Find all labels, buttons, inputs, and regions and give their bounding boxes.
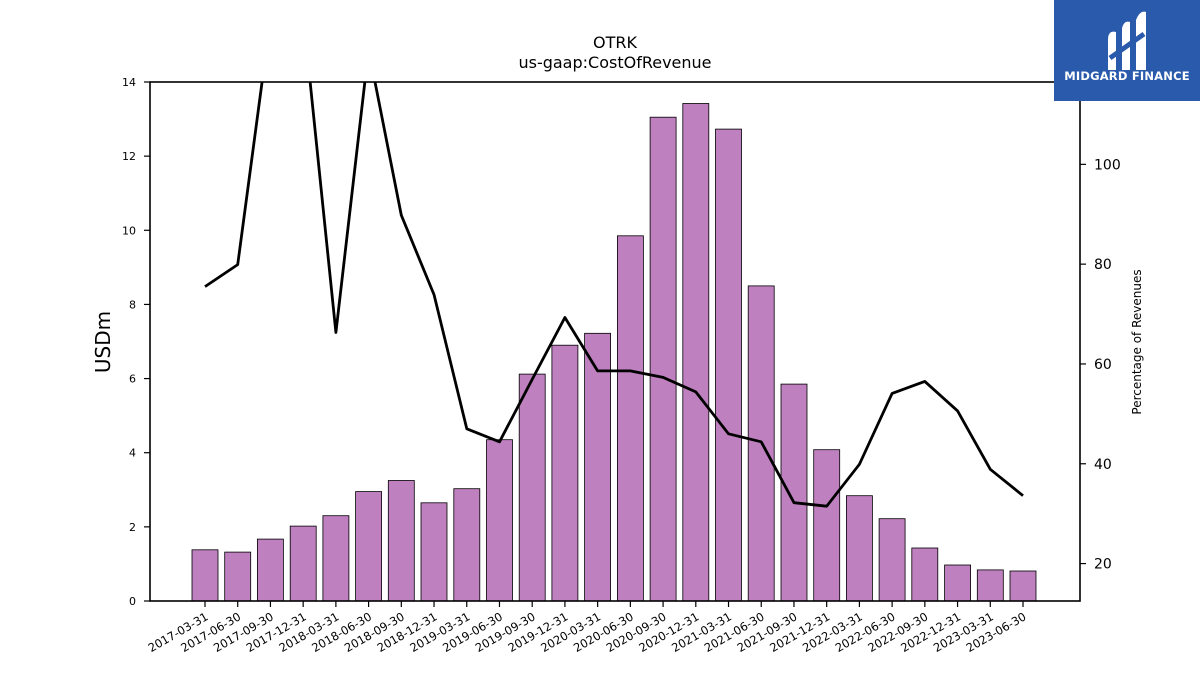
bar [1009, 570, 1037, 602]
bar [813, 449, 841, 602]
chart-title: OTRK [593, 33, 637, 52]
y-axis-right: 20 40 60 80 100 [1080, 157, 1121, 573]
bar [355, 491, 383, 602]
y2-tick-label: 60 [1094, 357, 1112, 373]
y-tick-label: 14 [122, 76, 136, 89]
brand-logo: MIDGARD FINANCE [1054, 0, 1200, 101]
bar [617, 235, 644, 602]
y-tick-label: 4 [129, 447, 136, 460]
bar [289, 525, 317, 602]
y-tick-label: 2 [129, 521, 136, 534]
bar [584, 332, 611, 602]
bar [420, 502, 448, 602]
x-axis: 2017-03-312017-06-302017-09-302017-12-31… [146, 601, 1029, 655]
bar [715, 128, 742, 602]
y2-tick-label: 20 [1094, 557, 1112, 573]
y-tick-label: 12 [122, 150, 136, 163]
y-tick-label: 8 [129, 298, 136, 311]
bar [780, 383, 808, 602]
bar [878, 518, 906, 602]
bar [322, 515, 350, 602]
y-axis-left: 0 2 4 6 8 10 12 14 [122, 76, 150, 608]
bar-series [191, 103, 1037, 602]
logo-text: MIDGARD FINANCE [1064, 69, 1190, 83]
logo-mark-icon [1108, 11, 1146, 71]
bar [846, 495, 873, 602]
y2-tick-label: 100 [1094, 157, 1121, 173]
y-tick-label: 10 [122, 224, 136, 237]
y2-tick-label: 40 [1094, 457, 1112, 473]
bar [387, 480, 415, 602]
bar [453, 488, 481, 602]
y-tick-label: 0 [129, 595, 136, 608]
y2-axis-label: Percentage of Revenues [1130, 269, 1144, 414]
bar [191, 549, 219, 602]
bar [976, 569, 1004, 602]
y2-tick-label: 80 [1094, 257, 1112, 273]
bar [486, 439, 513, 602]
percentage-line [204, 82, 1024, 508]
bar [518, 373, 546, 602]
bar [649, 116, 677, 602]
bar [911, 547, 939, 602]
bar [256, 538, 284, 602]
y-axis-label: USDm [91, 311, 115, 373]
line-series [204, 82, 1024, 508]
bar [551, 344, 579, 602]
plot-frame [149, 81, 1081, 602]
y-tick-label: 6 [129, 373, 136, 386]
bar [224, 551, 252, 602]
bar [944, 564, 971, 602]
chart-subtitle: us-gaap:CostOfRevenue [518, 53, 711, 72]
bar [682, 103, 710, 602]
